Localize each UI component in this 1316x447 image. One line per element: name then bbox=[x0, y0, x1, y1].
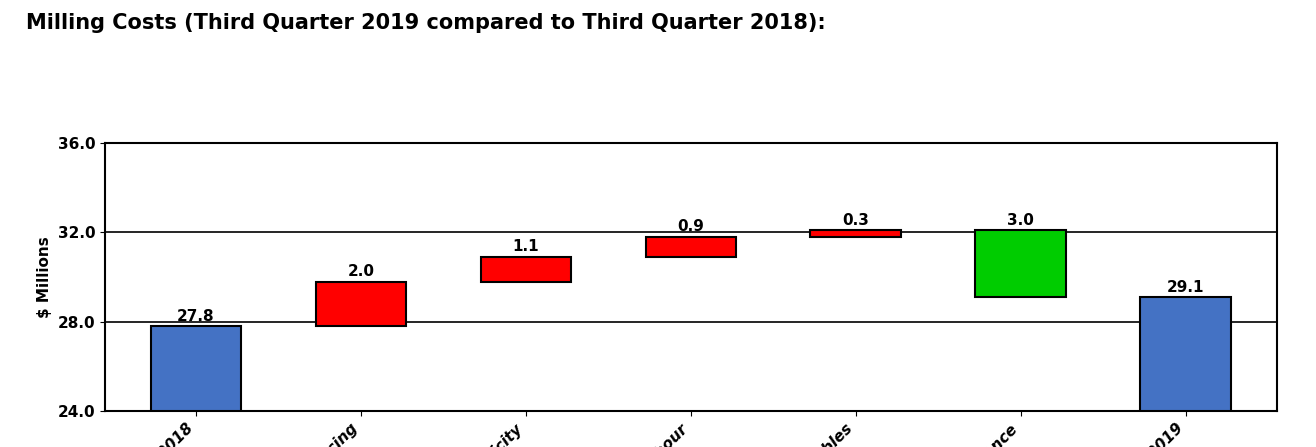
Text: 27.8: 27.8 bbox=[178, 308, 215, 324]
Bar bbox=[150, 326, 241, 411]
Text: Milling Costs (Third Quarter 2019 compared to Third Quarter 2018):: Milling Costs (Third Quarter 2019 compar… bbox=[26, 13, 826, 34]
Bar bbox=[1141, 297, 1232, 411]
Y-axis label: $ Millions: $ Millions bbox=[37, 236, 53, 318]
Text: 2.0: 2.0 bbox=[347, 264, 375, 279]
Bar bbox=[646, 237, 736, 257]
Text: 0.9: 0.9 bbox=[678, 219, 704, 234]
Text: 0.3: 0.3 bbox=[842, 212, 870, 228]
Bar bbox=[975, 230, 1066, 297]
Bar bbox=[811, 230, 901, 237]
Bar bbox=[316, 282, 407, 326]
Bar bbox=[480, 257, 571, 282]
Text: 3.0: 3.0 bbox=[1007, 212, 1034, 228]
Text: 29.1: 29.1 bbox=[1167, 279, 1204, 295]
Text: 1.1: 1.1 bbox=[513, 239, 540, 254]
